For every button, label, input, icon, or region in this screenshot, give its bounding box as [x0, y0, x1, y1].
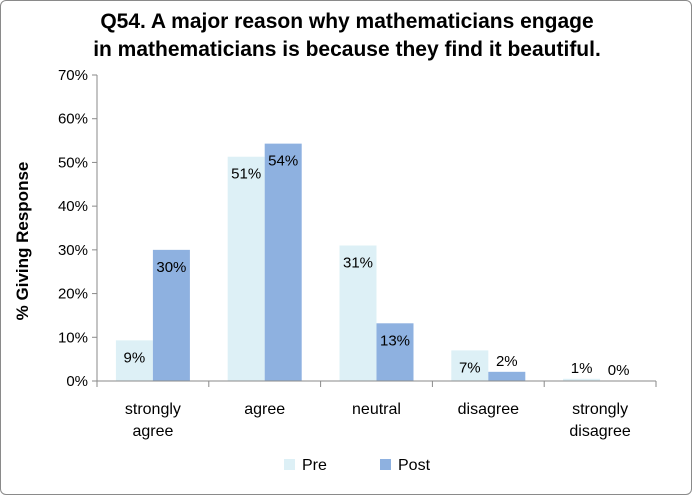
data-label-post-2: 13% — [380, 332, 410, 349]
data-label-post-4: 0% — [608, 362, 630, 379]
x-category-label: agree — [132, 423, 173, 440]
data-label-pre-1: 51% — [231, 166, 261, 183]
bar-post-1 — [264, 143, 302, 381]
data-label-post-0: 30% — [156, 259, 186, 276]
data-label-pre-2: 31% — [343, 254, 373, 271]
bars — [115, 143, 601, 381]
legend: Pre Post — [284, 457, 431, 474]
bar-post-0 — [152, 249, 190, 381]
bar-pre-3 — [451, 350, 489, 381]
y-tick-label: 0% — [66, 373, 88, 390]
y-tick-label: 30% — [58, 242, 88, 259]
data-label-post-3: 2% — [496, 353, 518, 370]
bar-post-3 — [488, 371, 526, 381]
legend-swatch-post — [380, 459, 391, 470]
x-category-label: agree — [244, 401, 285, 418]
axes — [96, 75, 657, 387]
x-category-label: disagree — [569, 423, 630, 440]
category-labels: strongly agree agree neutral disagree strongl… — [125, 401, 631, 440]
bar-pre-1 — [227, 156, 265, 381]
y-tick-label: 20% — [58, 286, 88, 303]
data-label-post-1: 54% — [268, 153, 298, 170]
data-label-pre-3: 7% — [459, 359, 481, 376]
y-tick-label: 70% — [58, 67, 88, 84]
y-tick-label: 10% — [58, 329, 88, 346]
x-category-label: strongly — [125, 401, 181, 418]
bar-post-2 — [376, 323, 414, 381]
chart-title-line-1: Q54. A major reason why mathematicians e… — [100, 10, 593, 33]
y-axis-title: % Giving Response — [13, 162, 32, 321]
x-category-label: neutral — [352, 401, 401, 418]
data-labels: 9% 30% 51% 54% 31% 13% 7% 2% 1% 0% — [124, 153, 630, 379]
chart-title-line-2: in mathematicians is because they find i… — [93, 38, 601, 61]
legend-swatch-pre — [284, 459, 295, 470]
data-label-pre-0: 9% — [124, 349, 146, 366]
y-tick-label: 60% — [58, 111, 88, 128]
y-axis-ticks: 0% 10% 20% 30% 40% 50% 60% 70% — [58, 67, 97, 390]
x-category-label: strongly — [572, 401, 628, 418]
bar-pre-0 — [115, 340, 153, 381]
bar-pre-2 — [339, 245, 377, 381]
legend-label-post: Post — [398, 457, 431, 474]
bar-pre-4 — [563, 378, 601, 381]
x-category-label: disagree — [458, 401, 519, 418]
data-label-pre-4: 1% — [571, 360, 593, 377]
y-tick-label: 50% — [58, 154, 88, 171]
y-tick-label: 40% — [58, 198, 88, 215]
chart-title: Q54. A major reason why mathematicians e… — [93, 10, 601, 61]
legend-label-pre: Pre — [302, 457, 327, 474]
